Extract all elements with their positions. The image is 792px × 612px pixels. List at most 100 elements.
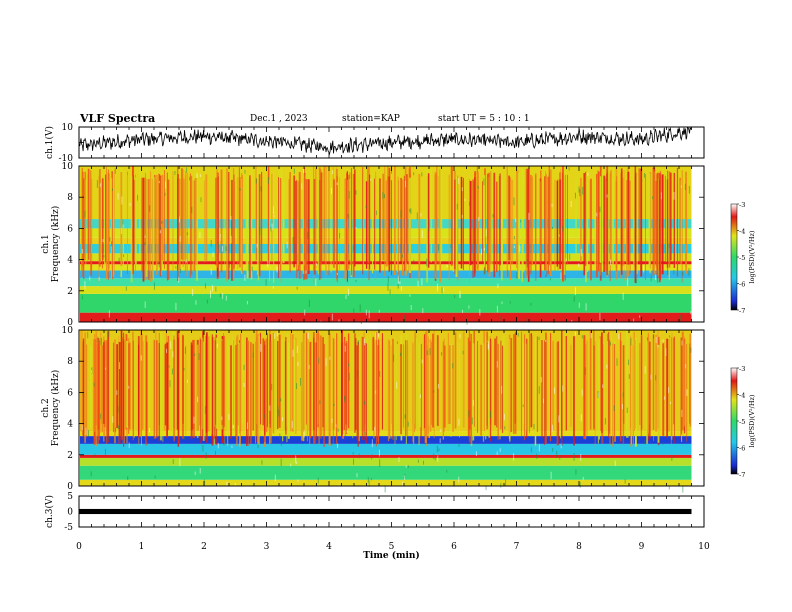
spectral-speckle xyxy=(489,411,491,418)
sferic-streak xyxy=(586,180,589,272)
spectral-speckle xyxy=(225,295,227,301)
spectral-speckle xyxy=(338,319,340,324)
spectral-speckle xyxy=(438,448,440,452)
sferic-streak xyxy=(560,340,562,439)
spectral-speckle xyxy=(574,287,576,295)
sferic-streak xyxy=(245,175,247,265)
spectral-speckle xyxy=(462,309,464,313)
sferic-streak xyxy=(366,336,368,437)
spectral-speckle xyxy=(204,283,206,289)
sferic-streak xyxy=(673,172,676,269)
sferic-streak xyxy=(332,166,334,267)
sferic-streak xyxy=(223,335,225,427)
spectral-speckle xyxy=(614,460,616,466)
spectral-speckle xyxy=(274,474,276,482)
spectral-speckle xyxy=(652,196,654,200)
spectral-speckle xyxy=(296,383,298,390)
spectral-speckle xyxy=(582,476,584,481)
sferic-streak xyxy=(689,333,691,427)
sferic-streak xyxy=(349,178,351,260)
spectral-speckle xyxy=(483,247,485,251)
sferic-streak xyxy=(640,168,643,277)
sferic-streak xyxy=(322,173,324,260)
sferic-streak xyxy=(97,338,100,430)
spectral-speckle xyxy=(116,390,118,395)
sferic-streak xyxy=(418,173,421,278)
sferic-streak xyxy=(575,177,577,261)
sferic-streak xyxy=(89,345,92,429)
sferic-streak xyxy=(149,330,150,437)
sferic-streak xyxy=(345,343,348,425)
spectral-speckle xyxy=(320,320,322,328)
spectral-band xyxy=(80,293,692,313)
sferic-streak xyxy=(270,340,273,444)
sferic-streak xyxy=(418,344,420,445)
sferic-streak xyxy=(394,337,396,445)
sferic-streak xyxy=(379,339,381,433)
spectral-speckle xyxy=(520,220,522,223)
spectral-speckle xyxy=(171,368,173,375)
spectral-speckle xyxy=(587,172,589,177)
spectral-speckle xyxy=(581,389,583,396)
spectral-speckle xyxy=(599,206,601,213)
sferic-streak xyxy=(273,171,275,283)
spectral-speckle xyxy=(530,447,532,453)
spectral-speckle xyxy=(478,216,480,221)
spectral-speckle xyxy=(295,455,297,464)
sferic-streak xyxy=(268,167,269,263)
sferic-streak xyxy=(547,176,550,275)
sferic-streak xyxy=(516,170,519,278)
sferic-streak xyxy=(381,333,383,430)
spectral-speckle xyxy=(255,178,257,184)
spectral-speckle xyxy=(396,381,398,389)
spectral-speckle xyxy=(483,178,485,186)
spectral-speckle xyxy=(633,318,635,322)
spectral-speckle xyxy=(398,457,400,463)
sferic-streak xyxy=(594,179,597,267)
spectral-speckle xyxy=(112,416,114,423)
sferic-streak xyxy=(372,336,375,428)
spectral-speckle xyxy=(580,413,582,422)
spectral-speckle xyxy=(543,398,545,404)
sferic-streak xyxy=(342,341,344,430)
sferic-streak xyxy=(649,173,651,273)
sferic-streak xyxy=(313,179,316,275)
sferic-streak xyxy=(469,180,472,266)
colorbar-label: log(PSD)(V²/Hz) xyxy=(748,230,756,283)
sferic-streak xyxy=(315,168,317,269)
spectral-speckle xyxy=(375,210,377,216)
spectral-speckle xyxy=(679,314,681,321)
sferic-streak xyxy=(216,337,218,429)
spectral-speckle xyxy=(657,345,659,348)
spectral-speckle xyxy=(607,333,609,342)
spectral-band xyxy=(80,443,692,455)
spectral-speckle xyxy=(426,258,428,267)
spectral-speckle xyxy=(573,452,575,461)
sferic-streak xyxy=(153,339,155,440)
sferic-streak xyxy=(319,180,321,280)
sferic-streak xyxy=(462,331,465,428)
spectral-speckle xyxy=(243,364,245,370)
spectral-speckle xyxy=(584,367,586,375)
sferic-streak xyxy=(483,331,486,432)
spectral-speckle xyxy=(364,400,366,405)
sferic-streak xyxy=(90,170,93,262)
spectral-speckle xyxy=(127,476,129,481)
sferic-streak xyxy=(500,172,503,281)
sferic-streak xyxy=(433,330,435,439)
spectral-speckle xyxy=(199,174,201,177)
sferic-streak xyxy=(227,339,230,431)
sferic-streak xyxy=(211,334,213,439)
colorbar xyxy=(730,367,738,475)
spectral-speckle xyxy=(303,430,305,438)
spectral-speckle xyxy=(635,279,637,284)
spectral-speckle xyxy=(682,271,684,276)
colorbar-tick-label: -5 xyxy=(739,418,745,426)
sferic-streak xyxy=(584,171,587,267)
sferic-streak xyxy=(611,178,614,271)
sferic-streak xyxy=(145,166,148,277)
spectral-speckle xyxy=(100,338,102,345)
sferic-streak xyxy=(320,339,323,435)
sferic-streak xyxy=(261,171,263,263)
spectral-speckle xyxy=(271,383,273,391)
